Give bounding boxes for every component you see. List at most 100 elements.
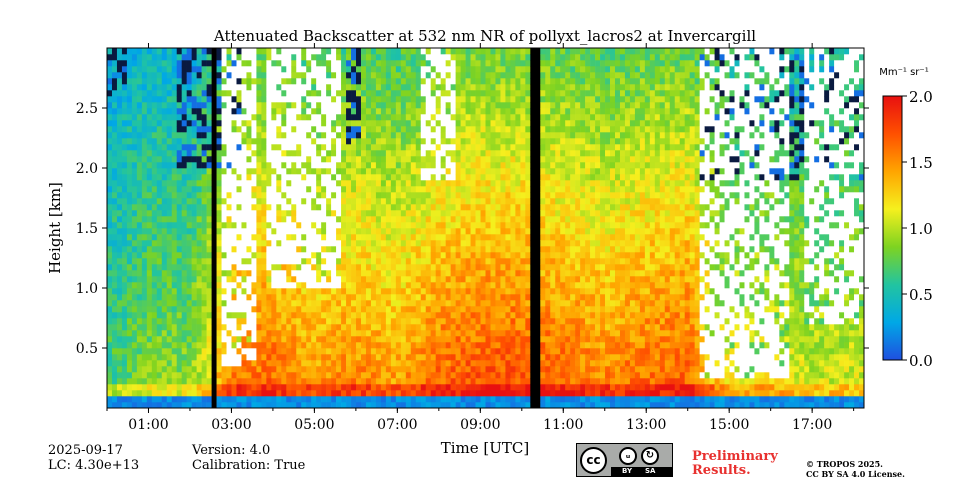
heatmap-cell [500, 156, 506, 163]
heatmap-cell [316, 210, 322, 217]
heatmap-cell [490, 210, 496, 217]
heatmap-cell [425, 354, 432, 361]
heatmap-cell [495, 144, 501, 151]
heatmap-cell [301, 336, 307, 343]
heatmap-cell [291, 192, 297, 199]
heatmap-cell [306, 150, 312, 157]
heatmap-cell [505, 390, 511, 397]
heatmap-cell [435, 312, 441, 319]
heatmap-cell [430, 366, 436, 373]
heatmap-cell [380, 246, 387, 253]
heatmap-cell [136, 354, 143, 361]
heatmap-cell [251, 150, 257, 157]
heatmap-cell [161, 252, 168, 259]
heatmap-cell [351, 204, 357, 211]
heatmap-cell [440, 78, 446, 85]
heatmap-cell [475, 282, 481, 289]
heatmap-cell [430, 150, 436, 157]
heatmap-cell [331, 102, 337, 109]
heatmap-cell [375, 174, 382, 181]
heatmap-cell [116, 150, 123, 157]
heatmap-cell [281, 378, 287, 385]
heatmap-cell [107, 342, 113, 349]
heatmap-cell [196, 366, 202, 373]
heatmap-cell [445, 336, 451, 343]
heatmap-cell [271, 180, 277, 187]
heatmap-cell [156, 312, 163, 319]
heatmap-cell [236, 78, 242, 85]
heatmap-cell [455, 342, 461, 349]
heatmap-cell [505, 186, 511, 193]
heatmap-cell [480, 354, 486, 361]
heatmap-cell [121, 294, 128, 301]
heatmap-cell [425, 306, 432, 313]
heatmap-cell [375, 300, 382, 307]
heatmap-cell [326, 252, 332, 259]
heatmap-cell [321, 396, 327, 403]
heatmap-cell [505, 60, 511, 67]
heatmap-cell [425, 330, 432, 337]
heatmap-cell [191, 54, 197, 61]
heatmap-cell [405, 192, 412, 199]
heatmap-cell [520, 384, 526, 391]
heatmap-cell [161, 324, 168, 331]
heatmap-cell [316, 300, 322, 307]
heatmap-cell [107, 180, 113, 187]
heatmap-cell [206, 318, 212, 325]
heatmap-cell [156, 240, 163, 247]
heatmap-cell [365, 366, 372, 373]
heatmap-cell [136, 156, 143, 163]
heatmap-cell [510, 120, 516, 127]
heatmap-cell [410, 348, 417, 355]
heatmap-cell [276, 294, 282, 301]
heatmap-cell [480, 168, 486, 175]
heatmap-cell [281, 216, 287, 223]
heatmap-cell [500, 294, 506, 301]
heatmap-cell [515, 300, 521, 307]
heatmap-cell [107, 108, 113, 115]
heatmap-cell [116, 180, 123, 187]
heatmap-cell [415, 96, 422, 103]
heatmap-cell [520, 324, 526, 331]
heatmap-cell [510, 150, 516, 157]
heatmap-cell [336, 198, 342, 205]
heatmap-cell [405, 354, 412, 361]
heatmap-cell [186, 276, 192, 283]
heatmap-cell [470, 156, 476, 163]
heatmap-cell [321, 156, 327, 163]
heatmap-cell [336, 240, 342, 247]
heatmap-cell [410, 258, 417, 265]
heatmap-cell [241, 162, 247, 169]
heatmap-cell [126, 396, 133, 403]
heatmap-cell [400, 330, 407, 337]
heatmap-cell [500, 96, 506, 103]
heatmap-cell [146, 204, 153, 211]
heatmap-cell [121, 222, 128, 229]
heatmap-cell [341, 174, 347, 181]
heatmap-cell [121, 78, 128, 85]
heatmap-cell [256, 132, 262, 139]
heatmap-cell [510, 210, 516, 217]
heatmap-cell [191, 402, 197, 408]
heatmap-cell [365, 84, 372, 91]
heatmap-cell [475, 78, 481, 85]
heatmap-cell [405, 84, 412, 91]
heatmap-cell [141, 330, 148, 337]
heatmap-cell [430, 372, 436, 379]
heatmap-cell [341, 138, 347, 145]
heatmap-cell [356, 126, 362, 133]
heatmap-cell [206, 222, 212, 229]
heatmap-cell [226, 156, 232, 163]
heatmap-cell [311, 390, 317, 397]
heatmap-cell [346, 150, 352, 157]
heatmap-cell [450, 132, 456, 139]
heatmap-cell [241, 306, 247, 313]
heatmap-cell [301, 402, 307, 408]
heatmap-cell [500, 288, 506, 295]
heatmap-cell [400, 198, 407, 205]
heatmap-cell [111, 354, 118, 361]
heatmap-cell [316, 150, 322, 157]
heatmap-cell [445, 174, 451, 181]
heatmap-cell [410, 252, 417, 259]
heatmap-cell [306, 48, 312, 55]
